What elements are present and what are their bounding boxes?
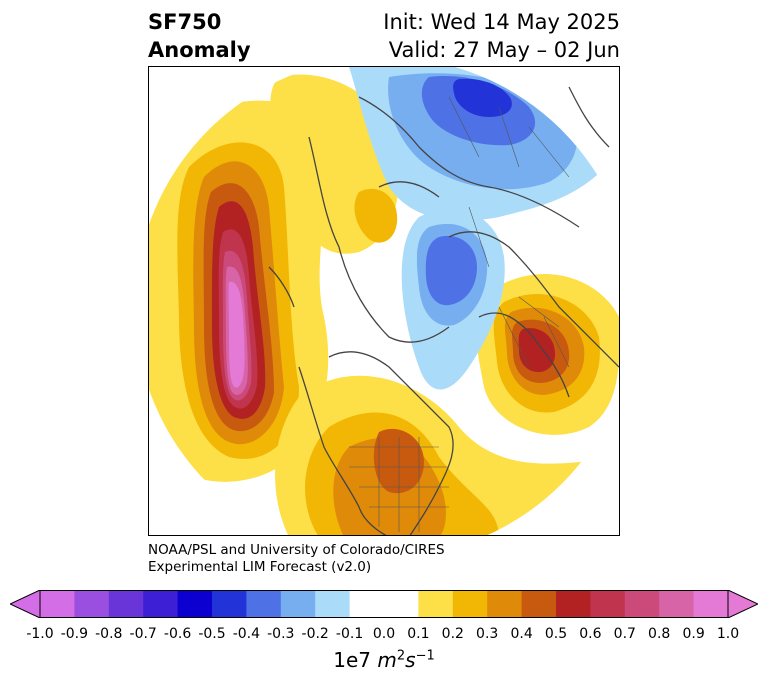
- unit-exponent-2: −1: [415, 648, 435, 664]
- unit-prefix: 1e7: [333, 648, 372, 672]
- title-block-right: Init: Wed 14 May 2025 Valid: 27 May – 02…: [383, 8, 620, 64]
- colorbar-min-extend: [10, 590, 41, 618]
- colorbar-segment: [74, 590, 110, 618]
- colorbar-tick-label: 0.1: [407, 626, 430, 642]
- colorbar-frame: [39, 590, 729, 618]
- variable-title: SF750: [148, 10, 222, 34]
- colorbar-segment: [246, 590, 282, 618]
- colorbar-segment: [418, 590, 454, 618]
- colorbar-tick-label: -0.8: [95, 626, 123, 642]
- colorbar-segment: [556, 590, 591, 618]
- unit-mid: s: [405, 648, 416, 672]
- colorbar-tick-label: -0.7: [129, 626, 157, 642]
- colorbar-segment: [452, 590, 488, 618]
- colorbar-tick-label: -0.5: [198, 626, 226, 642]
- colorbar-segment: [521, 590, 557, 618]
- coastlines: [268, 86, 619, 535]
- colorbar-segment: [659, 590, 695, 618]
- unit-exponent-1: 2: [396, 648, 406, 664]
- colorbar-tick-label: -0.9: [60, 626, 89, 642]
- valid-date: Valid: 27 May – 02 Jun: [388, 38, 620, 62]
- title-block-left: SF750 Anomaly: [148, 8, 251, 64]
- colorbar-tick-label: 1.0: [716, 626, 740, 642]
- colorbar-tick-label: 0.0: [372, 626, 396, 642]
- colorbar-tick-label: -0.3: [267, 626, 295, 642]
- colorbar-tick-label: 0.9: [682, 626, 705, 642]
- colorbar-tick-label: -0.1: [335, 626, 364, 642]
- colorbar-segment: [487, 590, 523, 618]
- colorbar-tick-label: -0.2: [301, 626, 329, 642]
- colorbar-segment: [108, 590, 144, 618]
- colorbar-segment: [624, 590, 660, 618]
- barents-negative-anomaly: [401, 209, 505, 390]
- anomaly-map: [149, 67, 619, 535]
- colorbar-tick-label: 0.5: [544, 626, 568, 642]
- colorbar-tick-label: -0.4: [232, 626, 261, 642]
- colorbar-tick-label: 0.7: [613, 626, 636, 642]
- colorbar-tick-label: 0.8: [648, 626, 671, 642]
- colorbar-segment: [40, 590, 75, 618]
- colorbar-segment: [315, 590, 351, 618]
- map-panel: [148, 66, 620, 536]
- anomaly-subtitle: Anomaly: [148, 38, 251, 62]
- credit-line-2: Experimental LIM Forecast (v2.0): [148, 559, 372, 575]
- colorbar: [10, 590, 758, 618]
- unit-base: m: [377, 648, 397, 672]
- credit-text: NOAA/PSL and University of Colorado/CIRE…: [148, 542, 445, 576]
- colorbar-segment: [280, 590, 316, 618]
- colorbar-tick-label: -1.0: [26, 626, 54, 642]
- init-date: Init: Wed 14 May 2025: [383, 10, 620, 34]
- colorbar-unit-label: 1e7 m2s−1: [0, 648, 768, 672]
- colorbar-segment: [212, 590, 247, 618]
- arctic-orange-lobe: [354, 188, 398, 243]
- colorbar-ticks: -1.0 -0.9 -0.8 -0.7 -0.6 -0.5 -0.4 -0.3 -0.2 -0.1…: [0, 626, 768, 646]
- colorbar-tick-label: 0.3: [476, 626, 499, 642]
- political-boundaries: [349, 96, 570, 532]
- colorbar-segment: [693, 590, 729, 618]
- credit-line-1: NOAA/PSL and University of Colorado/CIRE…: [148, 542, 445, 558]
- colorbar-max-extend: [727, 590, 758, 618]
- colorbar-tick-label: -0.6: [163, 626, 192, 642]
- colorbar-tick-label: 0.2: [441, 626, 464, 642]
- colorbar-segment: [143, 590, 179, 618]
- colorbar-segment: [349, 590, 385, 618]
- colorbar-tick-label: 0.6: [579, 626, 602, 642]
- colorbar-tick-label: 0.4: [510, 626, 533, 642]
- colorbar-segment: [590, 590, 626, 618]
- colorbar-segment: [177, 590, 213, 618]
- colorbar-segment: [384, 590, 419, 618]
- pacific-positive-anomaly: [149, 100, 329, 482]
